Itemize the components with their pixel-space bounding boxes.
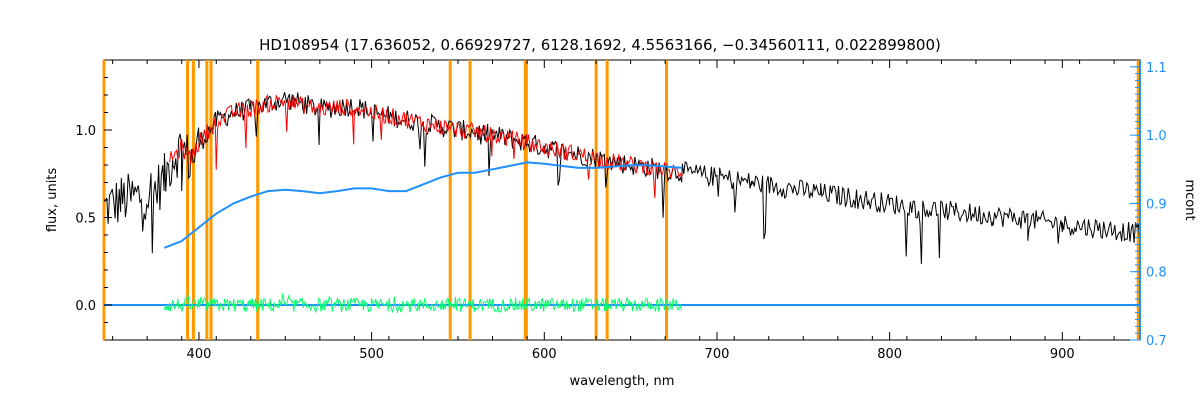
x-tick-label-0: 400 bbox=[187, 347, 212, 362]
y-tick-label-2: 1.0 bbox=[75, 124, 96, 139]
y-tick-group: 0.0 0.5 1.0 bbox=[75, 77, 112, 323]
line-marker-group bbox=[102, 60, 1140, 340]
y-right-tick-label-1: 0.8 bbox=[1146, 266, 1167, 281]
series-continuum bbox=[164, 161, 683, 249]
series-residual bbox=[163, 293, 682, 314]
x-tick-label-2: 600 bbox=[532, 347, 557, 362]
chart-title: HD108954 (17.636052, 0.66929727, 6128.16… bbox=[259, 36, 941, 54]
series-group bbox=[103, 92, 1141, 314]
y-tick-label-1: 0.5 bbox=[75, 212, 96, 227]
y-right-tick-group: 0.7 0.8 0.9 1.0 1.1 bbox=[1130, 60, 1167, 349]
x-tick-label-5: 900 bbox=[1050, 347, 1075, 362]
x-tick-label-3: 700 bbox=[705, 347, 730, 362]
y-right-tick-label-0: 0.7 bbox=[1146, 334, 1167, 349]
y-right-tick-label-4: 1.1 bbox=[1146, 61, 1167, 76]
y-right-axis-title: mcont bbox=[1182, 179, 1197, 220]
x-tick-label-1: 500 bbox=[359, 347, 384, 362]
y-right-tick-label-3: 1.0 bbox=[1146, 129, 1167, 144]
y-right-tick-label-2: 0.9 bbox=[1146, 197, 1167, 212]
y-axis-title: flux, units bbox=[45, 168, 60, 233]
x-tick-group: 400 500 600 700 800 900 bbox=[112, 60, 1115, 362]
plot-area: 400 500 600 700 800 900 0.0 0.5 1.0 0.7 0.8 0.9 1.… bbox=[75, 59, 1167, 362]
y-tick-label-0: 0.0 bbox=[75, 299, 96, 314]
series-model bbox=[169, 93, 683, 199]
x-tick-label-4: 800 bbox=[877, 347, 902, 362]
x-axis-title: wavelength, nm bbox=[570, 374, 675, 389]
